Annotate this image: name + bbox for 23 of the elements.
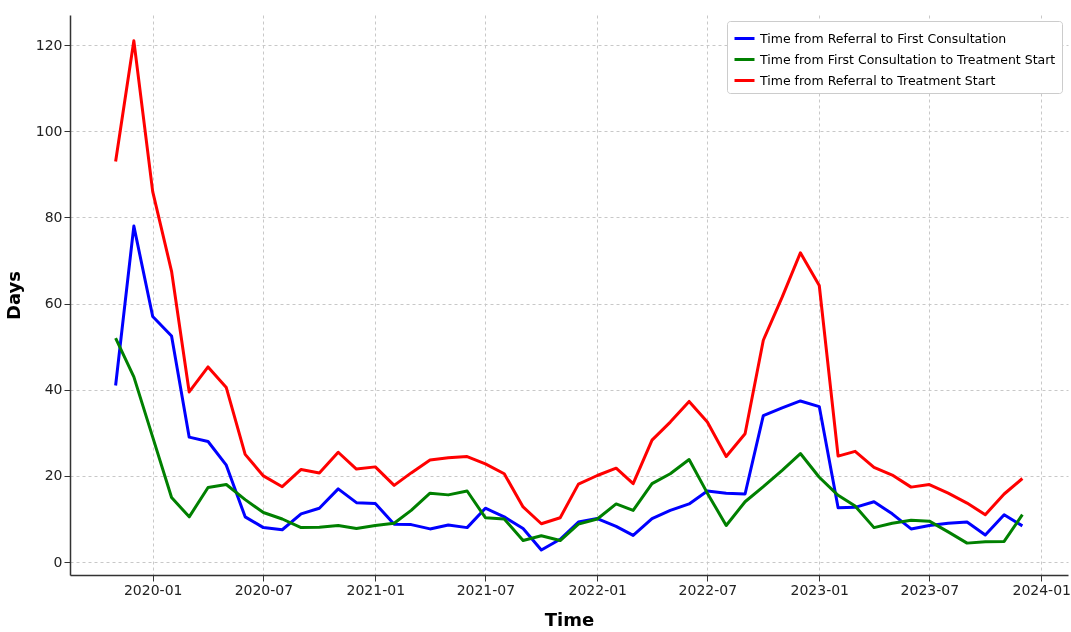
- legend-label: Time from Referral to Treatment Start: [759, 72, 996, 88]
- x-tick-label: 2022-07: [678, 581, 738, 598]
- x-tick-label: 2020-07: [234, 581, 294, 598]
- y-axis-title: Days: [2, 271, 24, 320]
- y-tick-label: 80: [44, 208, 63, 225]
- x-tick-label: 2023-07: [900, 581, 960, 598]
- x-tick-label: 2021-01: [346, 581, 406, 598]
- x-tick-label: 2021-07: [456, 581, 516, 598]
- y-tick-label: 120: [35, 36, 63, 53]
- line-series: [114, 224, 1024, 552]
- legend-label: Time from Referral to First Consultation: [759, 30, 1007, 46]
- x-tick-label: 2024-01: [1012, 581, 1071, 598]
- x-tick-label: 2022-01: [568, 581, 628, 598]
- x-tick-label: 2020-01: [123, 581, 183, 598]
- y-tick-label: 0: [53, 553, 63, 570]
- line-series: [114, 336, 1024, 545]
- y-tick-label: 100: [35, 122, 63, 139]
- y-tick-label: 20: [44, 467, 63, 484]
- y-tick-label: 40: [44, 381, 63, 398]
- x-axis-title: Time: [544, 608, 595, 630]
- x-tick-label: 2023-01: [790, 581, 850, 598]
- legend-label: Time from First Consultation to Treatment Start: [759, 51, 1056, 67]
- y-tick-label: 60: [44, 295, 63, 312]
